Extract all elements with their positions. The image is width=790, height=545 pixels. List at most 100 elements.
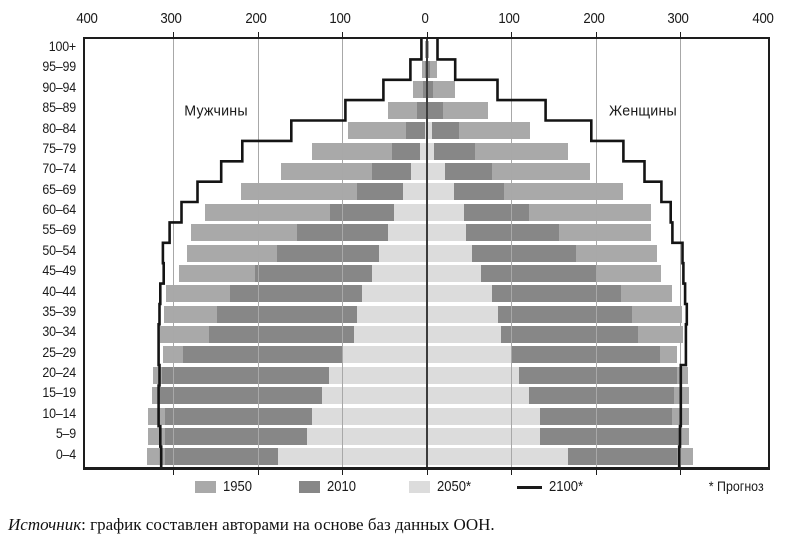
x-axis-tick-label: 400	[751, 10, 774, 27]
axis-tick-bottom	[426, 470, 428, 475]
bar-2050-male	[371, 264, 427, 282]
legend-item-1950: 1950	[195, 476, 255, 498]
bar-1950-male	[388, 101, 427, 119]
axis-tick-top	[680, 32, 681, 37]
legend-line-swatch-2100	[517, 485, 542, 489]
bar-2050-female	[426, 183, 454, 201]
age-group-label: 80–84	[42, 120, 76, 136]
line-2100-female	[436, 39, 689, 467]
axis-tick-bottom	[595, 470, 597, 475]
x-axis-tick-label: 200	[582, 10, 605, 27]
axis-tick-top	[595, 32, 597, 37]
axis-tick-bottom	[511, 470, 512, 475]
age-group-label: 5–9	[55, 426, 76, 442]
bar-2050-male	[394, 203, 427, 221]
gridline	[257, 39, 259, 467]
legend-swatch-2010	[299, 481, 320, 493]
bar-2050-female	[426, 224, 467, 242]
x-axis-tick-label: 300	[160, 10, 182, 27]
bar-2050-male	[357, 305, 427, 323]
legend-label-1950: 1950	[223, 479, 253, 495]
bar-2050-male	[329, 366, 427, 384]
age-group-label: 35–39	[42, 303, 76, 319]
age-group-label: 50–54	[42, 242, 76, 258]
x-axis-tick-label: 100	[498, 10, 520, 27]
bar-1950-female	[426, 81, 456, 99]
male-side-label: Мужчины	[184, 102, 248, 120]
age-group-label: 85–89	[42, 100, 76, 116]
x-axis-tick-label: 0	[420, 10, 429, 27]
source-prefix: Источник	[8, 515, 82, 534]
line-2100-series	[157, 39, 689, 467]
age-group-label: 0–4	[55, 446, 76, 462]
legend: 1950 2010 2050* 2100* * Прогноз	[83, 476, 766, 498]
bar-2050-female	[426, 387, 529, 405]
gridline	[342, 39, 343, 467]
bar-2050-female	[426, 346, 511, 364]
x-axis-tick-label: 200	[244, 10, 267, 27]
bar-1950-female	[426, 40, 430, 58]
gridline	[680, 39, 681, 467]
x-axis-tick-label: 300	[667, 10, 689, 27]
age-group-label: 45–49	[42, 263, 76, 279]
bar-2050-male	[311, 407, 427, 425]
bar-2010-female	[426, 142, 475, 160]
bar-2050-male	[388, 224, 427, 242]
bar-2050-male	[411, 162, 427, 180]
bar-2010-male	[417, 101, 427, 119]
bar-2050-female	[426, 366, 520, 384]
age-group-label: 90–94	[42, 79, 76, 95]
bar-2050-female	[426, 142, 435, 160]
legend-swatch-2050	[409, 481, 430, 493]
axis-tick-top	[426, 32, 428, 37]
bar-2050-female	[426, 162, 446, 180]
bar-2050-female	[426, 122, 433, 140]
bar-2050-female	[426, 305, 499, 323]
axis-tick-bottom	[342, 470, 343, 475]
age-group-label: 70–74	[42, 161, 76, 177]
bar-2050-male	[321, 387, 427, 405]
bar-2010-male	[406, 122, 427, 140]
legend-label-2100: 2100*	[549, 479, 584, 495]
axis-tick-top	[257, 32, 259, 37]
legend-label-2050: 2050*	[437, 479, 472, 495]
age-group-label: 60–64	[42, 202, 76, 218]
gridline	[173, 39, 174, 467]
line-2100-male	[157, 39, 423, 467]
zero-axis	[425, 39, 428, 467]
bar-2050-male	[379, 244, 427, 262]
axis-tick-top	[511, 32, 512, 37]
plot-area: Мужчины Женщины	[83, 32, 770, 475]
source-caption: Источник: график составлен авторами на о…	[8, 515, 782, 535]
legend-item-2010: 2010	[299, 476, 359, 498]
legend-item-2050: 2050*	[409, 476, 475, 498]
age-group-label: 75–79	[42, 140, 76, 156]
bar-1950-male	[422, 61, 427, 79]
bar-2050-female	[426, 326, 501, 344]
bar-2050-male	[342, 346, 427, 364]
bar-1950-male	[412, 81, 427, 99]
age-group-label: 40–44	[42, 283, 76, 299]
age-group-label: 15–19	[42, 385, 76, 401]
axis-tick-bottom	[680, 470, 681, 475]
axis-tick-bottom	[257, 470, 259, 475]
axis-tick-bottom	[173, 470, 174, 475]
age-group-label: 55–69	[42, 222, 76, 238]
source-text: : график составлен авторами на основе ба…	[81, 515, 495, 534]
bar-2050-female	[426, 203, 464, 221]
gridline	[511, 39, 512, 467]
bar-2050-female	[426, 244, 473, 262]
gridline	[595, 39, 597, 467]
age-group-label: 10–14	[42, 405, 76, 421]
plot-inner: Мужчины Женщины	[85, 32, 768, 475]
bar-1950-female	[426, 61, 437, 79]
bar-2050-male	[307, 427, 427, 445]
bar-2050-male	[402, 183, 427, 201]
age-group-label: 100+	[48, 39, 76, 54]
legend-item-2100: 2100*	[517, 476, 587, 498]
age-group-label: 25–29	[42, 344, 76, 360]
age-group-label: 95–99	[42, 59, 76, 75]
legend-label-2010: 2010	[327, 479, 357, 495]
legend-swatch-1950	[195, 481, 216, 493]
